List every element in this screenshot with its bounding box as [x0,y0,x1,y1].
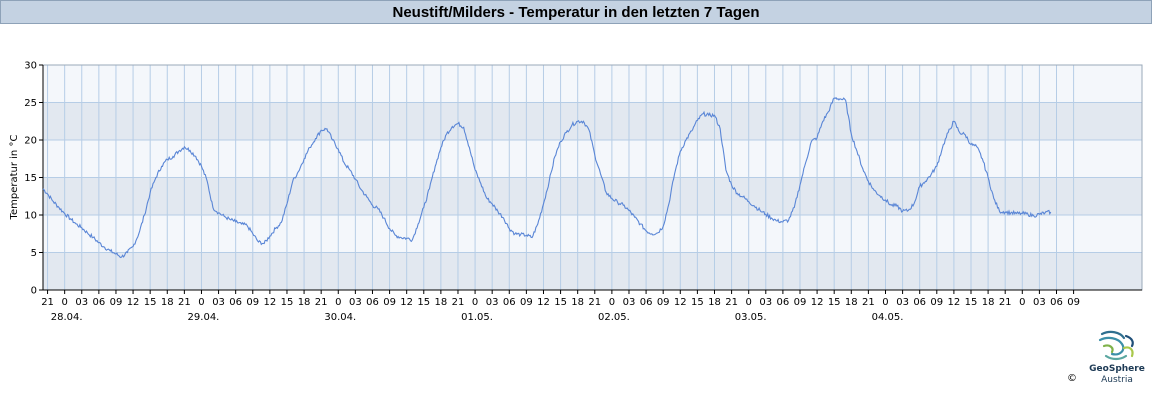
x-tick-label: 0 [61,297,67,308]
y-axis-label: Temperatur in °C [9,135,20,221]
geosphere-logo: GeoSphere Austria [1084,326,1150,396]
plot-band [43,252,1142,290]
x-tick-label: 03 [1033,297,1046,308]
x-tick-label: 18 [571,297,584,308]
date-label: 04.05. [872,312,904,323]
chart-title-bar: Neustift/Milders - Temperatur in den let… [0,0,1152,24]
logo-brand-country: Austria [1101,375,1133,385]
geosphere-logo-icon [1098,330,1134,361]
x-tick-label: 0 [1019,297,1025,308]
x-tick-label: 09 [930,297,943,308]
date-label: 03.05. [735,312,767,323]
x-tick-label: 0 [198,297,204,308]
x-tick-label: 03 [212,297,225,308]
x-tick-label: 03 [75,297,88,308]
x-tick-label: 03 [759,297,772,308]
x-tick-label: 12 [674,297,687,308]
x-tick-label: 18 [845,297,858,308]
x-tick-label: 03 [623,297,636,308]
x-tick-label: 18 [298,297,311,308]
x-tick-label: 09 [110,297,123,308]
x-tick-label: 21 [588,297,601,308]
x-tick-label: 0 [472,297,478,308]
x-tick-label: 21 [862,297,875,308]
x-tick-label: 09 [383,297,396,308]
y-tick-label: 5 [31,248,37,259]
x-tick-label: 15 [281,297,294,308]
x-tick-label: 21 [452,297,465,308]
x-tick-label: 0 [745,297,751,308]
y-tick-label: 15 [24,173,37,184]
date-label: 02.05. [598,312,630,323]
plot-band [43,102,1142,140]
x-tick-label: 0 [882,297,888,308]
x-tick-label: 06 [92,297,105,308]
y-tick-label: 10 [24,211,37,222]
x-tick-label: 21 [41,297,54,308]
x-tick-label: 18 [982,297,995,308]
x-tick-label: 09 [657,297,670,308]
x-tick-label: 21 [725,297,738,308]
chart-title: Neustift/Milders - Temperatur in den let… [392,3,760,21]
x-tick-label: 12 [537,297,550,308]
x-tick-label: 12 [811,297,824,308]
date-label: 29.04. [188,312,220,323]
x-tick-label: 21 [999,297,1012,308]
x-tick-label: 06 [913,297,926,308]
x-tick-label: 12 [127,297,140,308]
copyright-symbol: © [1067,373,1077,384]
x-tick-label: 06 [503,297,516,308]
x-tick-label: 06 [777,297,790,308]
x-tick-label: 15 [554,297,567,308]
temperature-series-line [42,97,1052,259]
x-tick-label: 09 [1067,297,1080,308]
plot-band [43,65,1142,103]
x-tick-label: 12 [400,297,413,308]
plot-band [43,215,1142,253]
y-tick-label: 30 [24,61,37,72]
x-tick-label: 15 [417,297,430,308]
x-tick-label: 18 [708,297,721,308]
x-tick-label: 21 [178,297,191,308]
x-tick-label: 0 [609,297,615,308]
x-tick-label: 06 [366,297,379,308]
x-tick-label: 09 [246,297,259,308]
x-tick-label: 06 [1050,297,1063,308]
x-tick-label: 09 [520,297,533,308]
x-tick-label: 15 [691,297,704,308]
x-tick-label: 18 [435,297,448,308]
date-label: 30.04. [324,312,356,323]
x-tick-label: 03 [896,297,909,308]
logo-brand-name: GeoSphere [1089,364,1145,374]
x-tick-label: 03 [486,297,499,308]
plot-band [43,177,1142,215]
x-tick-label: 03 [349,297,362,308]
x-tick-label: 21 [315,297,328,308]
y-tick-label: 25 [24,98,37,109]
x-tick-label: 06 [229,297,242,308]
y-tick-label: 0 [31,286,37,297]
x-tick-label: 0 [335,297,341,308]
y-tick-label: 20 [24,136,37,147]
date-label: 01.05. [461,312,493,323]
date-label: 28.04. [51,312,83,323]
x-tick-label: 06 [640,297,653,308]
x-tick-label: 18 [161,297,174,308]
x-tick-label: 12 [948,297,961,308]
x-tick-label: 12 [264,297,277,308]
x-tick-label: 15 [828,297,841,308]
x-tick-label: 09 [794,297,807,308]
x-tick-label: 15 [144,297,157,308]
x-tick-label: 15 [965,297,978,308]
